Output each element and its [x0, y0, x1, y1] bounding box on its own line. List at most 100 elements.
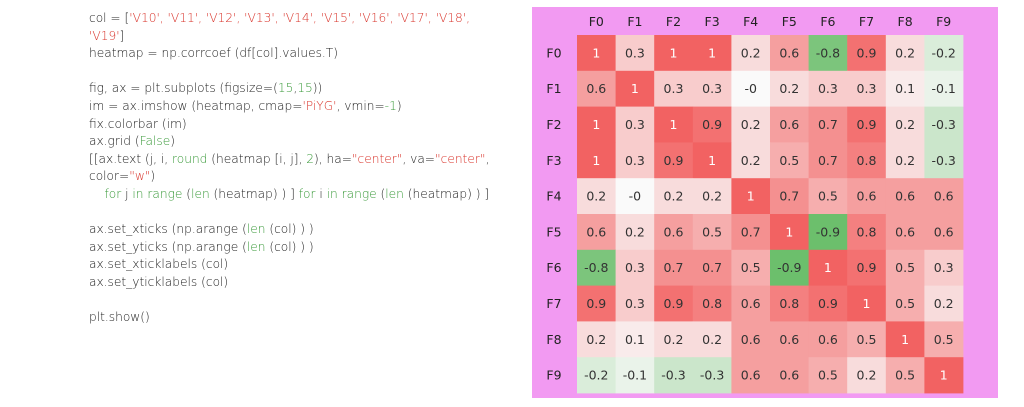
code-token: , — [485, 151, 490, 166]
heatmap-cell — [577, 106, 616, 143]
heatmap-cell-label: 0.6 — [586, 224, 606, 239]
heatmap-cell — [654, 249, 694, 286]
code-line: ax.grid (False) — [89, 133, 509, 151]
heatmap-cell — [692, 285, 732, 322]
x-tick-label: F0 — [589, 14, 604, 29]
code-token: (heatmap) ) ] — [209, 186, 299, 201]
code-line — [89, 63, 509, 81]
heatmap-cell-label: 0.5 — [741, 260, 761, 275]
code-token: len — [191, 186, 210, 201]
heatmap-cell-label: 1 — [592, 117, 600, 132]
heatmap-cell-label: 1 — [940, 368, 948, 383]
heatmap-cell-label: 1 — [824, 260, 832, 275]
heatmap-cell-label: -0.1 — [623, 368, 647, 383]
heatmap-cell-label: 0.9 — [702, 117, 722, 132]
heatmap-cell — [924, 285, 964, 322]
heatmap-cell — [885, 321, 925, 358]
heatmap-cell-label: 0.5 — [895, 296, 915, 311]
heatmap-cell-label: -0.9 — [816, 224, 840, 239]
heatmap-cell — [692, 70, 732, 107]
code-line: heatmap = np.corrcoef (df[col].values.T) — [89, 45, 509, 63]
heatmap-cell — [692, 214, 732, 251]
code-token: fig, ax = plt.subplots (figsize=( — [89, 81, 278, 96]
heatmap-cell — [847, 357, 887, 394]
heatmap-cell-label: 0.9 — [857, 260, 877, 275]
heatmap-cell-label: 0.6 — [779, 45, 799, 60]
heatmap-cell-label: 0.5 — [895, 260, 915, 275]
heatmap-cell — [924, 35, 964, 72]
heatmap-cell — [847, 285, 887, 322]
heatmap-cell — [577, 70, 616, 107]
code-panel: col = ['V10', 'V11', 'V12', 'V13', 'V14'… — [89, 10, 509, 327]
heatmap-cell — [615, 70, 655, 107]
heatmap-cell — [885, 142, 925, 179]
code-token: 'PiYG' — [302, 98, 337, 113]
code-token: im = ax.imshow (heatmap, cmap= — [89, 98, 303, 113]
heatmap-cell-label: 0.2 — [664, 189, 684, 204]
heatmap-cell — [692, 357, 732, 394]
heatmap-cell-label: 0.9 — [857, 45, 877, 60]
heatmap-cell — [847, 249, 887, 286]
heatmap-cell-label: 0.7 — [664, 260, 684, 275]
heatmap-cell-label: 0.9 — [664, 153, 684, 168]
heatmap-cell — [770, 106, 809, 143]
heatmap-cell-label: 0.6 — [664, 224, 684, 239]
code-token: 'V19' — [89, 28, 120, 43]
heatmap-cell — [808, 70, 848, 107]
code-token: ax.set_yticks (np.arange ( — [89, 239, 247, 254]
heatmap-cell — [731, 142, 771, 179]
code-token: ( — [376, 186, 386, 201]
heatmap-cell — [654, 35, 694, 72]
code-line: 'V19'] — [89, 28, 509, 46]
code-token: "center" — [351, 151, 403, 166]
heatmap-cell — [615, 106, 655, 143]
heatmap-cell — [924, 70, 964, 107]
heatmap-cell — [770, 214, 809, 251]
code-line: fig, ax = plt.subplots (figsize=(15,15)) — [89, 80, 509, 98]
code-token: plt.show() — [89, 310, 150, 325]
code-token: col = [ — [89, 11, 130, 25]
heatmap-cell — [654, 357, 694, 394]
heatmap-cell-label: -0.3 — [700, 368, 724, 383]
heatmap-cell-label: 0.2 — [895, 153, 915, 168]
heatmap-cell — [654, 214, 694, 251]
heatmap-cell — [847, 70, 887, 107]
heatmap-cell — [808, 178, 848, 215]
heatmap-cell-label: 0.6 — [934, 189, 954, 204]
heatmap-cell-label: 0.3 — [818, 81, 838, 96]
x-tick-label: F9 — [936, 14, 951, 29]
heatmap-cell — [731, 321, 771, 358]
code-line: ax.set_xticklabels (col) — [89, 256, 509, 274]
code-token: -1 — [384, 98, 397, 113]
code-token: j — [121, 186, 133, 201]
heatmap-cell-label: 1 — [708, 45, 716, 60]
heatmap-cell — [692, 249, 732, 286]
heatmap-cell-label: 0.2 — [779, 81, 799, 96]
heatmap-cell — [808, 357, 848, 394]
heatmap-cell-label: -0.1 — [932, 81, 956, 96]
heatmap-cell — [885, 249, 925, 286]
heatmap-cell-label: 0.8 — [857, 153, 877, 168]
heatmap-cell — [615, 357, 655, 394]
heatmap-cell-label: 0.6 — [741, 368, 761, 383]
heatmap-cell-label: 1 — [592, 153, 600, 168]
heatmap-cell — [885, 285, 925, 322]
heatmap-cell — [692, 142, 732, 179]
code-token: ax.grid ( — [89, 134, 140, 149]
heatmap-cell-label: 0.8 — [779, 296, 799, 311]
heatmap-cell — [692, 321, 732, 358]
heatmap-cell-label: 0.6 — [857, 189, 877, 204]
heatmap-cell-label: 0.3 — [934, 260, 954, 275]
heatmap-cell — [731, 285, 771, 322]
heatmap-cell-label: -0.3 — [661, 368, 685, 383]
heatmap-cell-label: -0 — [744, 81, 757, 96]
y-tick-label: F8 — [546, 332, 561, 347]
heatmap-cell — [808, 106, 848, 143]
heatmap-cell — [924, 249, 964, 286]
heatmap-cell-label: 0.6 — [895, 224, 915, 239]
heatmap-cell-label: 0.7 — [818, 117, 838, 132]
heatmap-cell — [615, 285, 655, 322]
x-tick-label: F3 — [705, 14, 720, 29]
heatmap-cell — [615, 35, 655, 72]
code-line — [89, 204, 509, 222]
